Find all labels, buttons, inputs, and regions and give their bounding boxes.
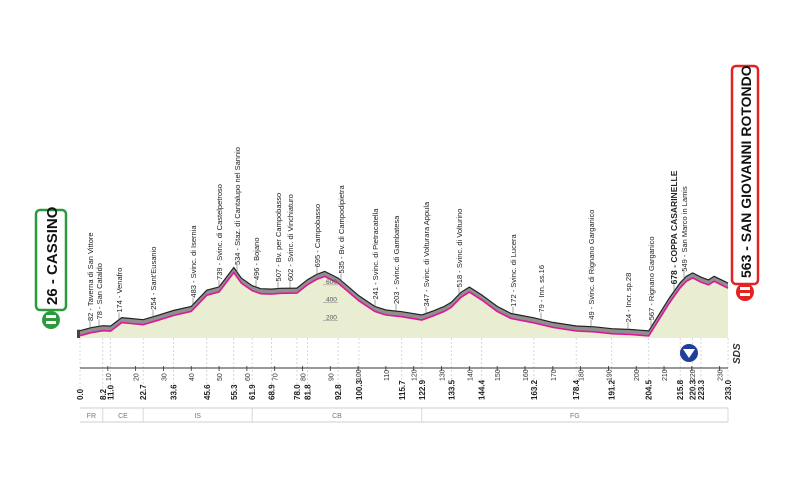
region-label: IS [194, 413, 201, 420]
route-point-label: 678 - COPPA CASARINELLE [669, 170, 679, 284]
km-label: 100.3 [355, 379, 364, 400]
km-label: 233.0 [724, 379, 733, 400]
scale-tick-label: 180 [579, 369, 586, 381]
km-label: 204.5 [645, 379, 654, 400]
scale-tick-label: 130 [440, 369, 447, 381]
km-label: 78.0 [293, 384, 302, 400]
route-point-label: 534 - Staz. di Cantalupo nel Sannio [233, 147, 242, 265]
route-point-label: 241 - Svinc. di Pietracatella [371, 208, 380, 300]
region-label: FR [87, 413, 96, 420]
start-marker: 26 - CASSINO [34, 206, 68, 329]
route-point-label: 49 - Svinc. di Rignano Garganico [587, 210, 596, 320]
route-point-label: 78 - San Cataldo [95, 263, 104, 319]
start-wall [77, 329, 80, 338]
km-label: 223.3 [697, 379, 706, 400]
route-point-label: 347 - Svinc. di Volturara Appula [422, 201, 431, 306]
altitude-tick-label: 600 [326, 279, 337, 286]
altitude-tick-label: 200 [326, 314, 337, 321]
km-label: 144.4 [478, 379, 487, 400]
finish-flag-icon [736, 283, 754, 301]
scale-tick-label: 70 [273, 373, 280, 381]
scale-tick-label: 200 [634, 369, 641, 381]
scale-tick-label: 50 [217, 373, 224, 381]
route-point-label: 254 - Sant'Eusanio [149, 247, 158, 310]
scale-tick-label: 80 [300, 373, 307, 381]
route-point-label: 203 - Svinc. di Gambatesa [392, 215, 401, 304]
km-label: 92.8 [334, 384, 343, 400]
scale-tick-label: 140 [467, 369, 474, 381]
km-label: 33.6 [169, 384, 178, 400]
km-label: 68.9 [268, 384, 277, 400]
gpm-triangle-icon [680, 344, 698, 362]
start-flag-icon [42, 311, 60, 329]
km-label: 8.2 [99, 388, 108, 400]
km-label: 11.0 [107, 384, 116, 400]
route-point-label: 739 - Svinc. di Castelpetroso [215, 184, 224, 280]
scale-tick-label: 210 [662, 369, 669, 381]
scale-tick-label: 30 [161, 373, 168, 381]
scale-tick-label: 110 [384, 370, 391, 381]
scale-tick-label: 190 [606, 369, 613, 381]
finish-label: 563 - SAN GIOVANNI ROTONDO [738, 65, 754, 278]
route-point-label: 496 - Bojano [252, 238, 261, 281]
route-line [79, 271, 729, 337]
km-label: 220.3 [689, 379, 698, 400]
km-label: 0.0 [76, 388, 85, 400]
km-label: 215.8 [676, 379, 685, 400]
km-label: 122.9 [418, 379, 427, 400]
scale-tick-label: 120 [412, 369, 419, 381]
route-point-label: 24 - Incr. sp.28 [624, 273, 633, 323]
scale-tick-label: 160 [523, 369, 530, 381]
km-label: 55.3 [230, 384, 239, 400]
route-point-label: 82 - Taverna di San Vittore [86, 232, 95, 321]
route-point-label: 507 - Bv. per Campobasso [274, 193, 283, 282]
scale-tick-label: 220 [690, 369, 697, 381]
scale-tick-label: 60 [245, 373, 252, 381]
region-label: CB [332, 413, 342, 420]
route-point-label: 695 - Campobasso [313, 204, 322, 267]
km-label: 45.6 [203, 384, 212, 400]
profile-area [80, 272, 728, 338]
km-label: 61.9 [248, 384, 257, 400]
scale-tick-label: 20 [134, 373, 141, 381]
km-label: 133.5 [447, 379, 456, 400]
route-point-label: 174 - Venafro [115, 268, 124, 313]
route-point-label: 79 - Inn. ss.16 [537, 265, 546, 313]
km-label: 163.2 [530, 379, 539, 400]
km-label: 115.7 [398, 380, 407, 400]
altitude-tick-label: 400 [326, 297, 337, 304]
scale-tick-label: 90 [328, 373, 335, 381]
km-label: 191.2 [608, 379, 617, 400]
scale-tick-label: 150 [495, 369, 502, 381]
region-label: FG [570, 413, 580, 420]
route-point-label: 535 - Bv. di Campodipietra [337, 184, 346, 273]
route-point-label: 518 - Svinc. di Volturino [455, 209, 464, 288]
region-label: CE [118, 413, 128, 420]
scale-tick-label: 100 [356, 369, 363, 381]
route-point-label: 549 - San Marco in Lamis [680, 186, 689, 272]
scale-tick-label: 40 [189, 373, 196, 381]
profile-outline [79, 266, 729, 332]
route-point-label: 483 - Svinc. di Isernia [189, 225, 198, 298]
route-point-label: 567 - Rignano Garganico [647, 236, 656, 320]
route-point-label: 172 - Svinc. di Lucera [509, 234, 518, 307]
scale-tick-label: 170 [551, 369, 558, 381]
start-label: 26 - CASSINO [44, 206, 61, 305]
finish-marker: 563 - SAN GIOVANNI ROTONDO [730, 64, 760, 301]
scale-tick-label: 230 [718, 369, 725, 381]
route-point-label: 602 - Svinc. di Vinchiaturo [286, 194, 295, 281]
scale-tick-label: 10 [106, 373, 113, 381]
km-label: 81.8 [303, 384, 312, 400]
corner-code: SDS [732, 343, 743, 364]
km-label: 178.4 [572, 379, 581, 400]
km-label: 22.7 [139, 384, 148, 400]
